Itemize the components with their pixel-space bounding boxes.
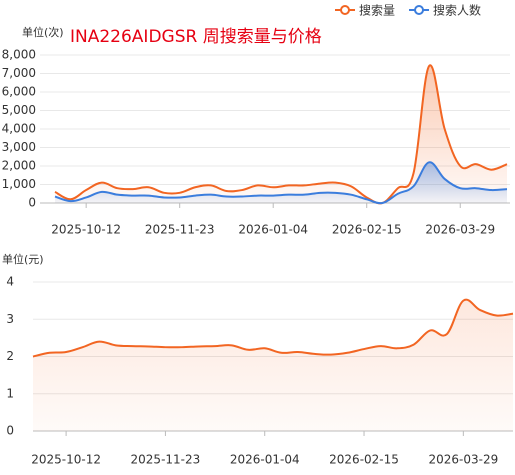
y-tick-label: 2 xyxy=(6,349,14,363)
y-tick-label: 1,000 xyxy=(2,177,36,191)
line xyxy=(54,161,508,205)
area xyxy=(33,299,513,431)
x-tick-label: 2026-03-29 xyxy=(428,453,498,467)
x-tick-label: 2025-11-23 xyxy=(131,453,201,467)
chart-title: INA226AIDGSR 周搜索量与价格 xyxy=(70,27,322,47)
legend-marker xyxy=(340,5,350,15)
x-tick-label: 2025-10-12 xyxy=(31,453,101,467)
x-tick-label: 2025-10-12 xyxy=(51,223,121,237)
legend-marker xyxy=(414,5,425,15)
x-tick-label: 2026-03-29 xyxy=(425,223,495,237)
y-tick-label: 0 xyxy=(28,196,36,210)
x-tick-label: 2026-01-04 xyxy=(230,453,300,467)
y-unit: 单位(元) xyxy=(2,252,44,266)
line xyxy=(54,64,508,205)
line xyxy=(32,298,514,358)
legend-label: 搜索量 xyxy=(359,3,395,18)
x-tick-label: 2026-02-15 xyxy=(332,223,402,237)
y-tick-label: 7,000 xyxy=(2,66,36,80)
y-tick-label: 4 xyxy=(6,275,14,289)
y-tick-label: 5,000 xyxy=(2,103,36,117)
legend-label: 搜索人数 xyxy=(433,3,481,18)
y-tick-label: 3,000 xyxy=(2,140,36,154)
y-tick-label: 6,000 xyxy=(2,85,36,99)
y-tick-label: 2,000 xyxy=(2,159,36,173)
y-tick-label: 8,000 xyxy=(2,48,36,62)
y-tick-label: 4,000 xyxy=(2,122,36,136)
x-tick-label: 2025-11-23 xyxy=(145,223,215,237)
y-tick-label: 1 xyxy=(6,386,14,400)
x-tick-label: 2026-02-15 xyxy=(329,453,399,467)
y-unit: 单位(次) xyxy=(22,25,64,39)
y-tick-label: 3 xyxy=(6,312,14,326)
x-tick-label: 2026-01-04 xyxy=(238,223,308,237)
y-tick-label: 0 xyxy=(6,424,14,438)
